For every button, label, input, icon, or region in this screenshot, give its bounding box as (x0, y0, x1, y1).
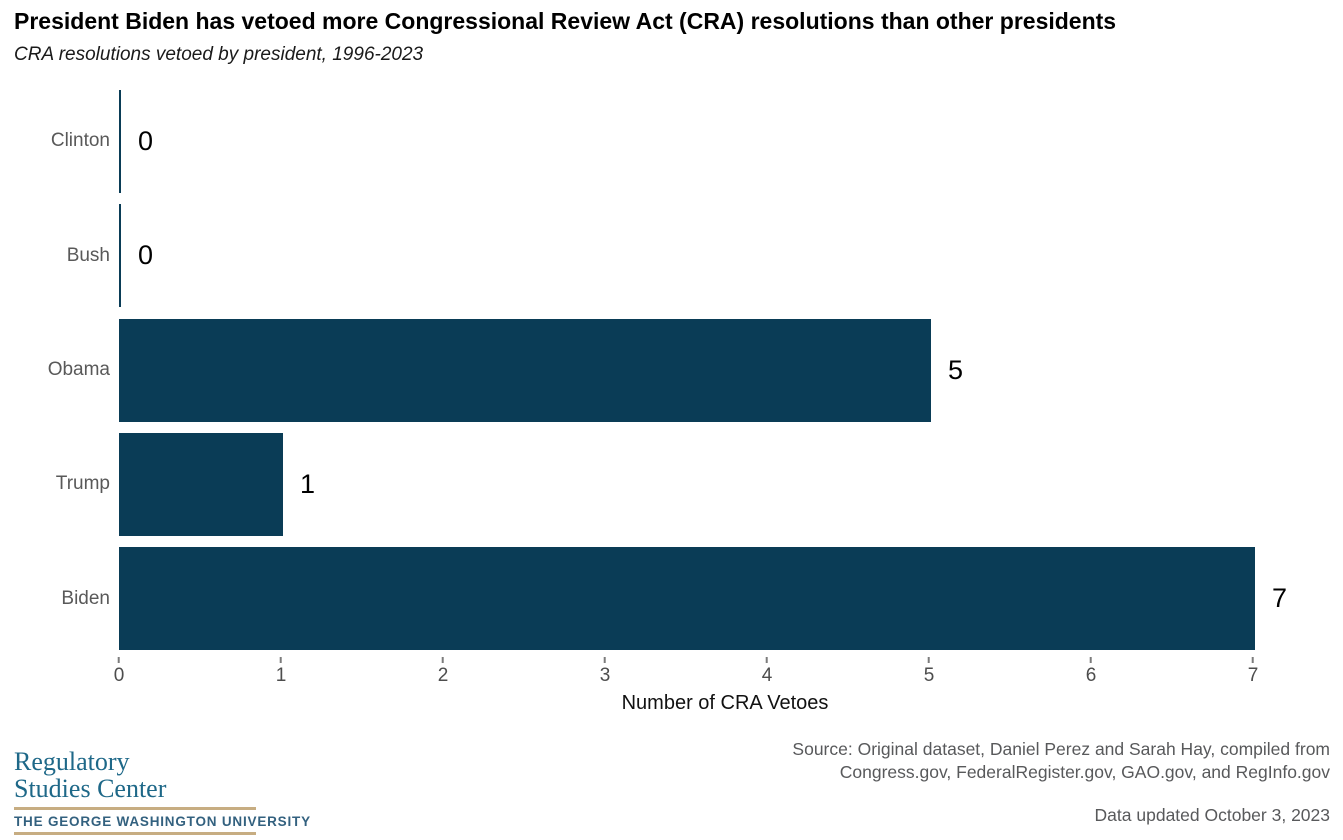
tick-mark (927, 657, 930, 663)
tick-mark (441, 657, 444, 663)
bar-row: Obama 5 (0, 313, 1343, 427)
tick-mark (1251, 657, 1254, 663)
x-axis-tick: 1 (275, 657, 287, 687)
bar-row: Trump 1 (0, 427, 1343, 541)
logo-accent-rule-bottom (14, 832, 256, 835)
tick-label: 5 (923, 665, 935, 686)
category-label: Biden (61, 587, 110, 609)
bar-area: 0 (119, 204, 154, 308)
tick-mark (603, 657, 606, 663)
bar-area: 5 (119, 318, 964, 422)
regulatory-studies-center-logo: Regulatory Studies Center THE GEORGE WAS… (14, 747, 311, 835)
bar-row: Biden 7 (0, 542, 1343, 656)
tick-label: 1 (275, 665, 287, 686)
tick-mark (279, 657, 282, 663)
category-label: Bush (66, 244, 110, 266)
bar-value-label: 0 (138, 240, 154, 271)
tick-label: 4 (761, 665, 773, 686)
tick-label: 0 (113, 665, 125, 686)
category-label: Obama (47, 359, 110, 381)
logo-line-regulatory: Regulatory (14, 747, 130, 776)
bar-rows: Clinton 0 Bush 0 Obama 5 Trump 1 Biden 7 (0, 84, 1343, 656)
bar-value-label: 7 (1272, 583, 1288, 614)
x-axis-tick: 7 (1247, 657, 1259, 687)
source-line-2: Congress.gov, FederalRegister.gov, GAO.g… (839, 761, 1330, 782)
x-axis-tick: 4 (761, 657, 773, 687)
x-axis-tick: 5 (923, 657, 935, 687)
bar-bush (119, 204, 121, 308)
source-line-1: Source: Original dataset, Daniel Perez a… (792, 739, 1330, 759)
bar-obama (119, 318, 931, 422)
bar-clinton (119, 89, 121, 193)
chart-subtitle: CRA resolutions vetoed by president, 199… (14, 44, 424, 65)
x-axis-tick: 0 (113, 657, 125, 687)
tick-mark (117, 657, 120, 663)
tick-label: 2 (437, 665, 449, 686)
logo-accent-rule-top (14, 807, 256, 810)
logo-line-studies-center: Studies Center (14, 774, 167, 803)
bar-value-label: 5 (948, 354, 964, 385)
source-attribution: Source: Original dataset, Daniel Perez a… (792, 738, 1330, 783)
x-axis-tick: 3 (599, 657, 611, 687)
x-axis-label: Number of CRA Vetoes (621, 692, 829, 714)
bar-trump (119, 432, 283, 536)
bar-area: 7 (119, 547, 1288, 651)
tick-mark (1089, 657, 1092, 663)
category-label: Trump (55, 473, 110, 495)
bar-row: Bush 0 (0, 198, 1343, 312)
bar-value-label: 1 (300, 468, 316, 499)
bar-area: 1 (119, 432, 316, 536)
bar-area: 0 (119, 89, 154, 193)
bar-biden (119, 547, 1255, 651)
tick-label: 6 (1085, 665, 1097, 686)
x-axis-tick: 6 (1085, 657, 1097, 687)
bar-value-label: 0 (138, 125, 154, 156)
chart-title: President Biden has vetoed more Congress… (14, 8, 1117, 34)
tick-label: 7 (1247, 665, 1259, 686)
x-axis-tick: 2 (437, 657, 449, 687)
tick-label: 3 (599, 665, 611, 686)
category-label: Clinton (50, 130, 110, 152)
data-updated-note: Data updated October 3, 2023 (1094, 805, 1330, 825)
logo-line-university: THE GEORGE WASHINGTON UNIVERSITY (14, 814, 311, 829)
bar-row: Clinton 0 (0, 84, 1343, 198)
tick-mark (765, 657, 768, 663)
